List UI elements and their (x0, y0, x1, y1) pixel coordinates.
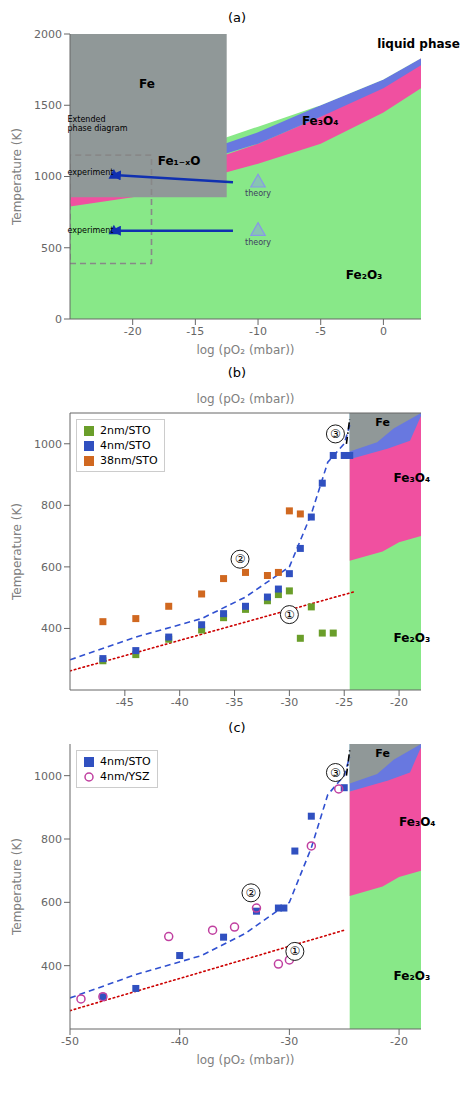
html-text:38nm/STO: 38nm/STO (100, 454, 158, 467)
svg-text:2000: 2000 (34, 28, 62, 41)
svg-text:Fe₂O₃: Fe₂O₃ (394, 969, 431, 983)
svg-text:Temperature (K): Temperature (K) (10, 128, 24, 226)
html-text:2nm/STO: 2nm/STO (100, 424, 151, 437)
html-text:(b): (b) (227, 365, 247, 380)
svg-text:③: ③ (330, 766, 341, 780)
svg-text:Fe: Fe (375, 416, 390, 429)
svg-text:①: ① (284, 608, 295, 622)
svg-text:-25: -25 (335, 696, 353, 709)
svg-text:-40: -40 (171, 696, 189, 709)
svg-text:Fe₃O₄: Fe₃O₄ (394, 471, 431, 485)
svg-text:Fe₂O₃: Fe₂O₃ (394, 631, 431, 645)
svg-text:①: ① (289, 944, 300, 958)
svg-text:-35: -35 (226, 696, 244, 709)
svg-text:log (pO₂ (mbar)): log (pO₂ (mbar)) (196, 392, 294, 406)
html-text:4nm/YSZ: 4nm/YSZ (100, 770, 150, 783)
svg-text:Fe: Fe (375, 747, 390, 760)
svg-text:-30: -30 (280, 696, 298, 709)
svg-text:-30: -30 (280, 1035, 298, 1048)
svg-text:Temperature (K): Temperature (K) (10, 503, 24, 601)
svg-text:600: 600 (41, 896, 62, 909)
svg-text:1000: 1000 (34, 170, 62, 183)
svg-text:-5: -5 (315, 325, 326, 338)
svg-text:Fe₃O₄: Fe₃O₄ (399, 815, 436, 829)
svg-text:Fe₃O₄: Fe₃O₄ (302, 114, 339, 128)
svg-text:500: 500 (41, 242, 62, 255)
svg-text:-20: -20 (390, 1035, 408, 1048)
html-text:4nm/STO: 4nm/STO (100, 439, 151, 452)
svg-text:experiment: experiment (67, 168, 113, 177)
svg-text:Extendedphase diagram: Extendedphase diagram (67, 115, 127, 133)
svg-text:-20: -20 (390, 696, 408, 709)
svg-text:Temperature (K): Temperature (K) (10, 838, 24, 936)
svg-text:1000: 1000 (34, 438, 62, 451)
svg-text:400: 400 (41, 622, 62, 635)
svg-text:②: ② (235, 552, 246, 566)
svg-text:0: 0 (55, 313, 62, 326)
svg-text:1500: 1500 (34, 99, 62, 112)
svg-text:②: ② (246, 886, 257, 900)
svg-text:log (pO₂ (mbar)): log (pO₂ (mbar)) (196, 343, 294, 357)
html-text:(a): (a) (227, 10, 247, 25)
svg-text:600: 600 (41, 561, 62, 574)
svg-text:1000: 1000 (34, 770, 62, 783)
svg-text:-10: -10 (249, 325, 267, 338)
svg-text:-45: -45 (116, 696, 134, 709)
svg-text:0: 0 (380, 325, 387, 338)
svg-text:-50: -50 (61, 1035, 79, 1048)
svg-text:liquid phase: liquid phase (377, 37, 460, 51)
svg-text:theory: theory (245, 238, 271, 247)
svg-text:800: 800 (41, 499, 62, 512)
svg-text:800: 800 (41, 833, 62, 846)
html-text:(c): (c) (228, 720, 246, 735)
svg-text:Fe₁₋ₓO: Fe₁₋ₓO (158, 154, 201, 168)
svg-text:theory: theory (245, 189, 271, 198)
svg-text:③: ③ (330, 427, 341, 441)
svg-text:log (pO₂ (mbar)): log (pO₂ (mbar)) (196, 1053, 294, 1067)
svg-text:-15: -15 (186, 325, 204, 338)
svg-text:-20: -20 (124, 325, 142, 338)
svg-text:-40: -40 (171, 1035, 189, 1048)
svg-text:experiment: experiment (67, 226, 113, 235)
html-text:4nm/STO: 4nm/STO (100, 755, 151, 768)
svg-text:Fe₂O₃: Fe₂O₃ (346, 268, 383, 282)
svg-text:Fe: Fe (139, 77, 155, 91)
svg-text:400: 400 (41, 960, 62, 973)
